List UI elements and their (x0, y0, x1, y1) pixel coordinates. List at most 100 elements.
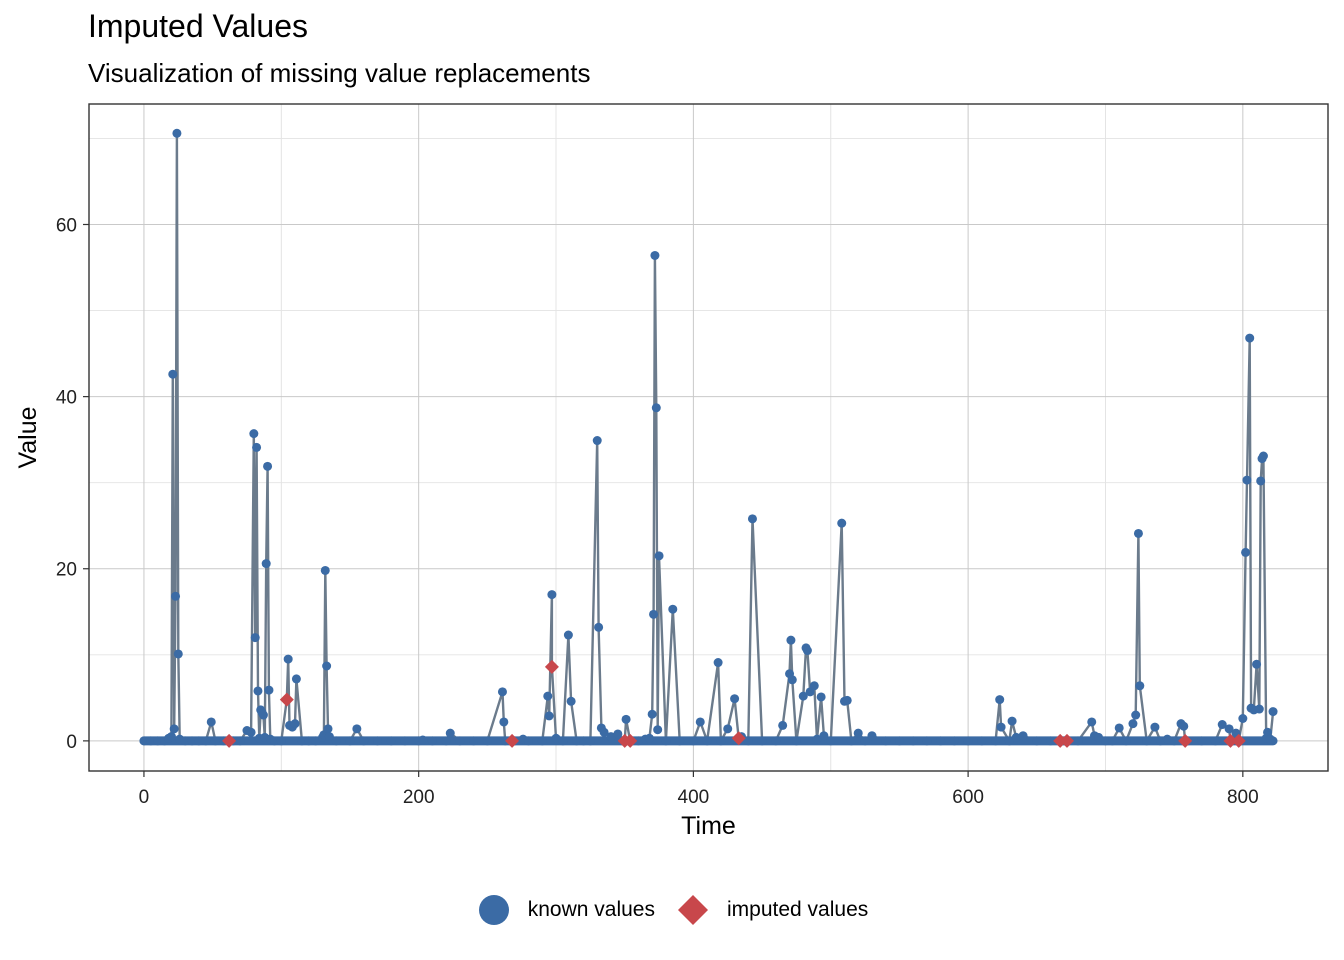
known-point (1179, 721, 1189, 731)
known-point (1142, 736, 1152, 746)
known-point (1004, 736, 1014, 746)
known-point (146, 736, 156, 746)
known-point (723, 724, 733, 734)
known-point (201, 736, 211, 746)
known-point (747, 514, 757, 524)
known-point (551, 733, 561, 743)
chart-subtitle: Visualization of missing value replaceme… (88, 58, 591, 88)
known-point (169, 724, 179, 734)
known-point (757, 736, 767, 746)
known-point (283, 654, 293, 664)
known-point (963, 736, 973, 746)
known-point (996, 722, 1006, 732)
x-tick-label: 200 (403, 787, 435, 808)
known-point (787, 675, 797, 685)
known-point (647, 709, 657, 719)
known-point (1073, 736, 1083, 746)
known-point (661, 736, 671, 746)
known-point (860, 736, 870, 746)
known-point (936, 736, 946, 746)
legend-item-known: known values (476, 892, 655, 928)
known-point (572, 736, 582, 746)
known-values-circle-icon (478, 895, 509, 925)
known-point (543, 691, 553, 701)
known-point (592, 436, 602, 446)
known-point (441, 736, 451, 746)
known-point (235, 736, 245, 746)
known-point (819, 731, 829, 741)
known-point (730, 694, 740, 704)
known-point (1217, 720, 1227, 730)
known-point (1268, 707, 1278, 717)
known-point (524, 736, 534, 746)
known-point (1169, 736, 1179, 746)
known-point (1258, 451, 1268, 461)
known-point (249, 429, 259, 439)
known-point (445, 728, 455, 738)
known-point (547, 590, 557, 600)
known-point (261, 559, 271, 569)
known-point (276, 736, 286, 746)
known-point (499, 717, 509, 727)
known-point (771, 736, 781, 746)
y-axis-title: Value (14, 406, 42, 468)
known-point (323, 724, 333, 734)
known-point (311, 736, 321, 746)
known-point (585, 736, 595, 746)
known-point (713, 658, 723, 668)
known-point (1210, 736, 1220, 746)
x-tick-label: 600 (952, 787, 984, 808)
y-tick-label: 20 (56, 560, 77, 581)
known-point (1114, 723, 1124, 733)
known-point (1238, 714, 1248, 724)
known-point (359, 736, 369, 746)
legend-key-diamond (678, 895, 708, 925)
known-point (563, 630, 573, 640)
known-point (558, 736, 568, 746)
known-point (633, 736, 643, 746)
known-point (1011, 732, 1021, 742)
known-point (778, 720, 788, 730)
legend-key-circle (478, 895, 509, 925)
known-point (842, 695, 852, 705)
known-point (1265, 734, 1275, 744)
known-point (304, 736, 314, 746)
known-point (881, 736, 891, 746)
known-point (206, 717, 216, 727)
known-point (649, 609, 659, 619)
known-point (867, 731, 877, 741)
known-point (258, 710, 268, 720)
known-point (482, 736, 492, 746)
known-point (297, 736, 307, 746)
known-point (1018, 731, 1028, 741)
known-point (594, 622, 604, 632)
known-point (1245, 333, 1255, 343)
known-point (1254, 704, 1264, 714)
known-point (1155, 736, 1165, 746)
known-point (894, 736, 904, 746)
known-point (977, 736, 987, 746)
known-point (1252, 659, 1262, 669)
known-point (269, 736, 279, 746)
known-point (651, 403, 661, 413)
known-point (1100, 736, 1110, 746)
known-point (291, 674, 301, 684)
known-point (171, 591, 181, 601)
known-point (798, 691, 808, 701)
known-point (668, 604, 678, 614)
known-point (802, 646, 812, 656)
known-point (653, 725, 663, 735)
known-point (322, 661, 332, 671)
known-point (1135, 681, 1145, 691)
grid (89, 104, 1328, 771)
known-point (253, 686, 263, 696)
chart-title: Imputed Values (88, 8, 308, 44)
x-tick-label: 400 (678, 787, 710, 808)
known-point (922, 736, 932, 746)
known-point (455, 736, 465, 746)
known-point (352, 724, 362, 734)
known-point (173, 649, 183, 659)
known-point (566, 696, 576, 706)
x-tick-label: 0 (139, 787, 150, 808)
